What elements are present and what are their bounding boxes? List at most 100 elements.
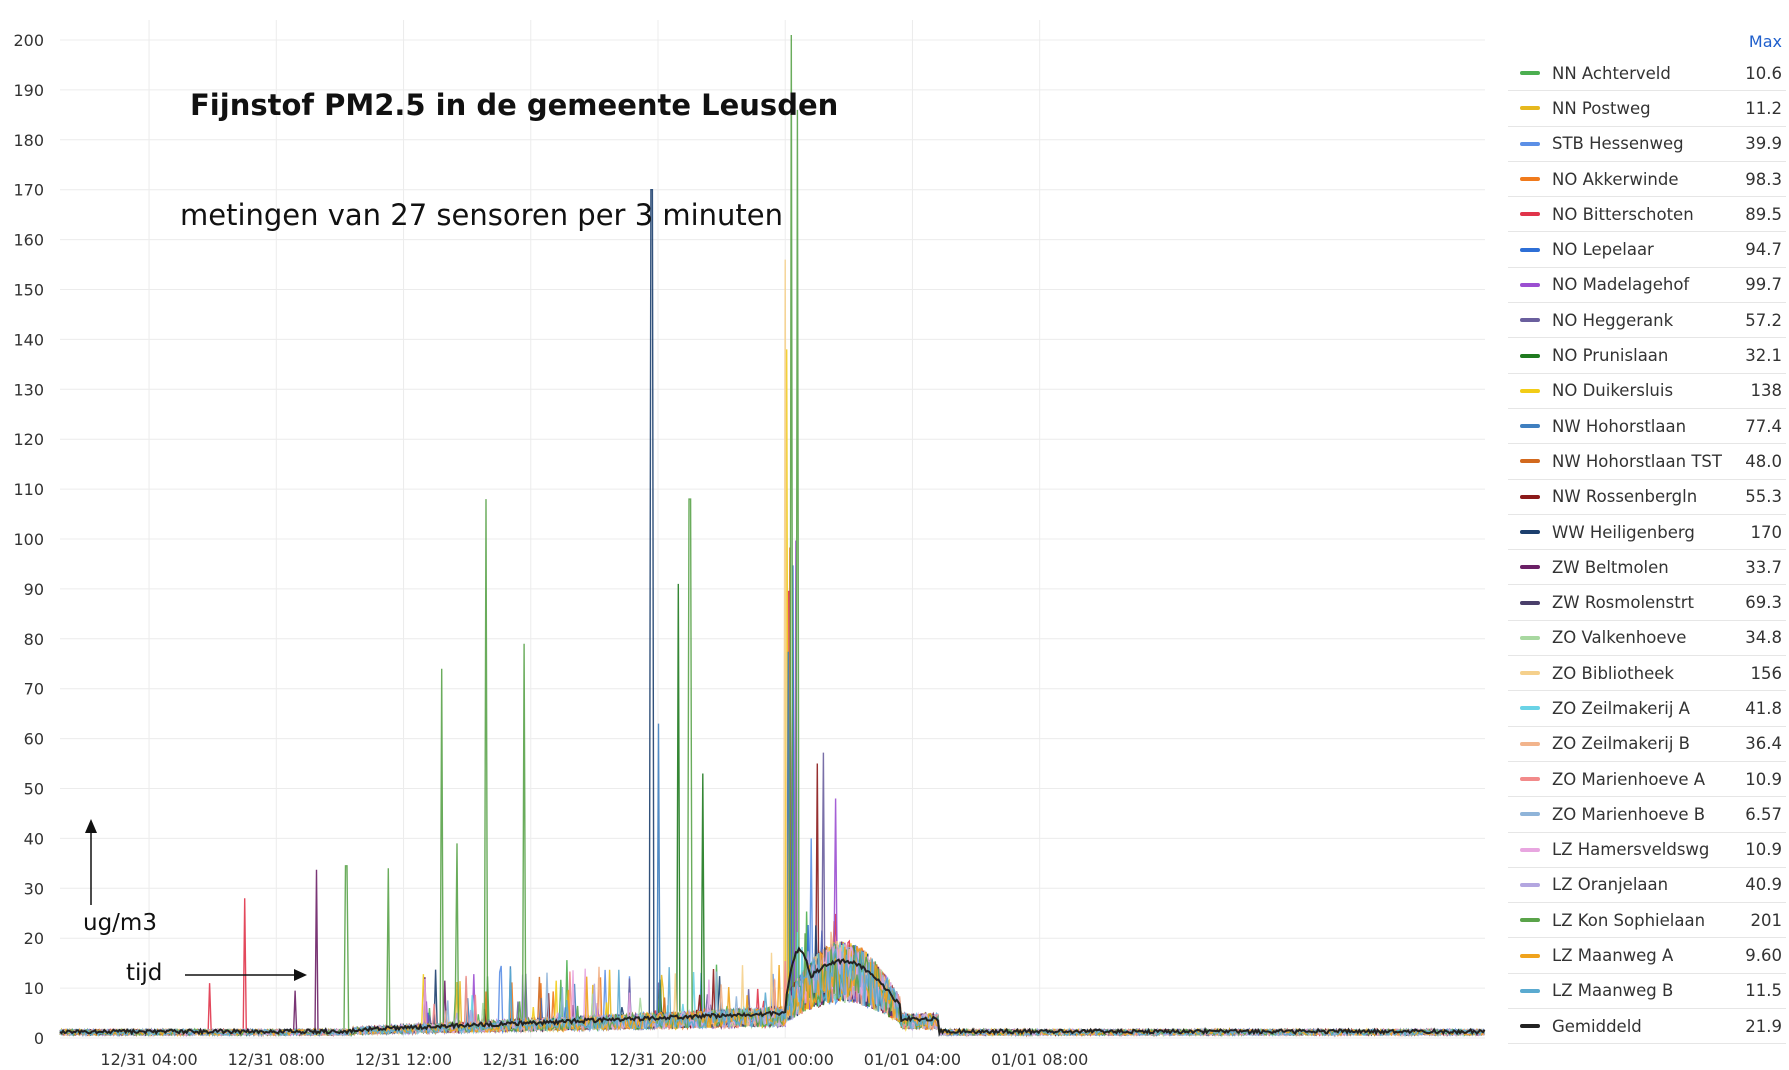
legend-series-max: 77.4: [1745, 416, 1782, 436]
x-tick-label: 12/31 12:00: [355, 1050, 452, 1069]
legend-series-name: LZ Hamersveldswg: [1552, 840, 1710, 860]
legend-swatch: [1520, 635, 1540, 640]
legend-item[interactable]: NN Postweg 11.2: [1508, 91, 1786, 127]
legend-item[interactable]: ZO Zeilmakerij B 36.4: [1508, 727, 1786, 762]
x-tick-label: 01/01 08:00: [991, 1050, 1088, 1069]
legend-item[interactable]: NO Duikersluis 138: [1508, 374, 1786, 409]
legend-item[interactable]: Gemiddeld 21.9: [1508, 1009, 1786, 1045]
y-tick-label: 160: [13, 231, 44, 250]
legend-series-name: ZO Bibliotheek: [1552, 663, 1674, 683]
chart-subtitle: metingen van 27 sensoren per 3 minuten: [180, 198, 784, 232]
legend-series-max: 21.9: [1745, 1016, 1782, 1036]
legend-header-max[interactable]: Max: [1748, 31, 1782, 51]
legend-item[interactable]: ZO Bibliotheek 156: [1508, 656, 1786, 692]
legend-swatch: [1520, 494, 1540, 499]
legend-item[interactable]: ZW Rosmolenstrt 69.3: [1508, 585, 1786, 621]
legend-series-max: 156: [1750, 663, 1783, 683]
legend-item[interactable]: NO Prunislaan 32.1: [1508, 338, 1786, 374]
legend-series-max: 33.7: [1745, 557, 1782, 577]
legend-swatch: [1520, 424, 1540, 429]
y-tick-label: 20: [24, 929, 44, 948]
legend-item[interactable]: WW Heiligenberg 170: [1508, 515, 1786, 551]
legend-series-max: 138: [1750, 381, 1783, 401]
legend-item[interactable]: NO Bitterschoten 89.5: [1508, 197, 1786, 233]
legend-swatch: [1520, 671, 1540, 676]
legend-series-max: 10.6: [1745, 63, 1782, 83]
chart-legend: Max NN Achterveld 10.6 NN Postweg 11.2 STB H…: [1508, 26, 1786, 1045]
legend-item[interactable]: NW Rossenbergln 55.3: [1508, 480, 1786, 515]
y-tick-label: 200: [13, 31, 44, 50]
y-tick-label: 180: [13, 131, 44, 150]
y-tick-label: 100: [13, 530, 44, 549]
legend-swatch: [1520, 812, 1540, 817]
legend-series-max: 98.3: [1745, 169, 1782, 189]
y-tick-label: 170: [13, 181, 44, 200]
legend-swatch: [1520, 177, 1540, 182]
y-tick-label: 10: [24, 979, 44, 998]
legend-item[interactable]: NO Lepelaar 94.7: [1508, 232, 1786, 268]
x-axis-ticks: 12/31 04:00 12/31 08:00 12/31 12:00 12/31 1…: [100, 1050, 1088, 1069]
legend-item[interactable]: ZO Marienhoeve A 10.9: [1508, 762, 1786, 798]
legend-item[interactable]: NO Heggerank 57.2: [1508, 303, 1786, 339]
legend-series-max: 6.57: [1745, 804, 1782, 824]
legend-series-name: LZ Maanweg B: [1552, 981, 1674, 1001]
y-tick-label: 110: [13, 480, 44, 499]
legend-rows: NN Achterveld 10.6 NN Postweg 11.2 STB Hesse…: [1508, 56, 1786, 1045]
legend-item[interactable]: ZO Valkenhoeve 34.8: [1508, 621, 1786, 657]
legend-item[interactable]: LZ Maanweg B 11.5: [1508, 974, 1786, 1010]
legend-swatch: [1520, 988, 1540, 993]
legend-series-max: 57.2: [1745, 310, 1782, 330]
y-tick-label: 80: [24, 630, 44, 649]
legend-swatch: [1520, 388, 1540, 393]
legend-swatch: [1520, 882, 1540, 887]
legend-series-max: 10.9: [1745, 840, 1782, 860]
legend-item[interactable]: NO Madelagehof 99.7: [1508, 268, 1786, 304]
legend-swatch: [1520, 212, 1540, 217]
legend-item[interactable]: LZ Oranjelaan 40.9: [1508, 868, 1786, 904]
legend-series-name: WW Heiligenberg: [1552, 522, 1695, 542]
legend-swatch: [1520, 777, 1540, 782]
y-tick-label: 60: [24, 730, 44, 749]
legend-series-max: 11.5: [1745, 981, 1782, 1001]
legend-series-max: 32.1: [1745, 346, 1782, 366]
legend-series-name: ZO Valkenhoeve: [1552, 628, 1687, 648]
legend-item[interactable]: LZ Maanweg A 9.60: [1508, 938, 1786, 974]
legend-series-max: 48.0: [1745, 451, 1782, 471]
legend-item[interactable]: LZ Hamersveldswg 10.9: [1508, 833, 1786, 868]
legend-item[interactable]: NW Hohorstlaan 77.4: [1508, 409, 1786, 445]
legend-item[interactable]: ZO Marienhoeve B 6.57: [1508, 797, 1786, 833]
legend-item[interactable]: NN Achterveld 10.6: [1508, 56, 1786, 92]
legend-series-name: NN Achterveld: [1552, 63, 1671, 83]
chart-title: Fijnstof PM2.5 in de gemeente Leusden: [190, 88, 839, 122]
y-tick-label: 150: [13, 281, 44, 300]
legend-series-max: 40.9: [1745, 875, 1782, 895]
legend-swatch: [1520, 918, 1540, 923]
legend-item[interactable]: NO Akkerwinde 98.3: [1508, 162, 1786, 198]
legend-series-max: 99.7: [1745, 275, 1782, 295]
legend-item[interactable]: ZW Beltmolen 33.7: [1508, 550, 1786, 586]
legend-series-name: NO Duikersluis: [1552, 381, 1674, 401]
legend-swatch: [1520, 530, 1540, 534]
series-line: [59, 349, 1485, 1038]
legend-swatch: [1520, 318, 1540, 323]
legend-series-max: 201: [1750, 910, 1783, 930]
legend-series-name: NO Akkerwinde: [1552, 169, 1679, 189]
y-tick-label: 90: [24, 580, 44, 599]
legend-series-name: ZO Zeilmakerij A: [1552, 698, 1690, 718]
legend-series-name: NW Rossenbergln: [1552, 487, 1698, 507]
y-tick-label: 120: [13, 430, 44, 449]
legend-swatch: [1520, 1024, 1540, 1029]
legend-item[interactable]: NW Hohorstlaan TST 48.0: [1508, 444, 1786, 480]
legend-item[interactable]: LZ Kon Sophielaan 201: [1508, 903, 1786, 939]
legend-series-name: ZW Rosmolenstrt: [1552, 593, 1694, 613]
series-line: [59, 259, 1485, 1038]
legend-series-name: LZ Kon Sophielaan: [1552, 910, 1706, 930]
legend-item[interactable]: STB Hessenweg 39.9: [1508, 127, 1786, 162]
chart-series: [59, 34, 1486, 1038]
legend-series-name: NW Hohorstlaan TST: [1552, 451, 1722, 471]
y-axis-label: ug/m3: [83, 910, 157, 936]
legend-swatch: [1520, 706, 1540, 711]
x-tick-label: 12/31 04:00: [100, 1050, 197, 1069]
legend-item[interactable]: ZO Zeilmakerij A 41.8: [1508, 691, 1786, 727]
